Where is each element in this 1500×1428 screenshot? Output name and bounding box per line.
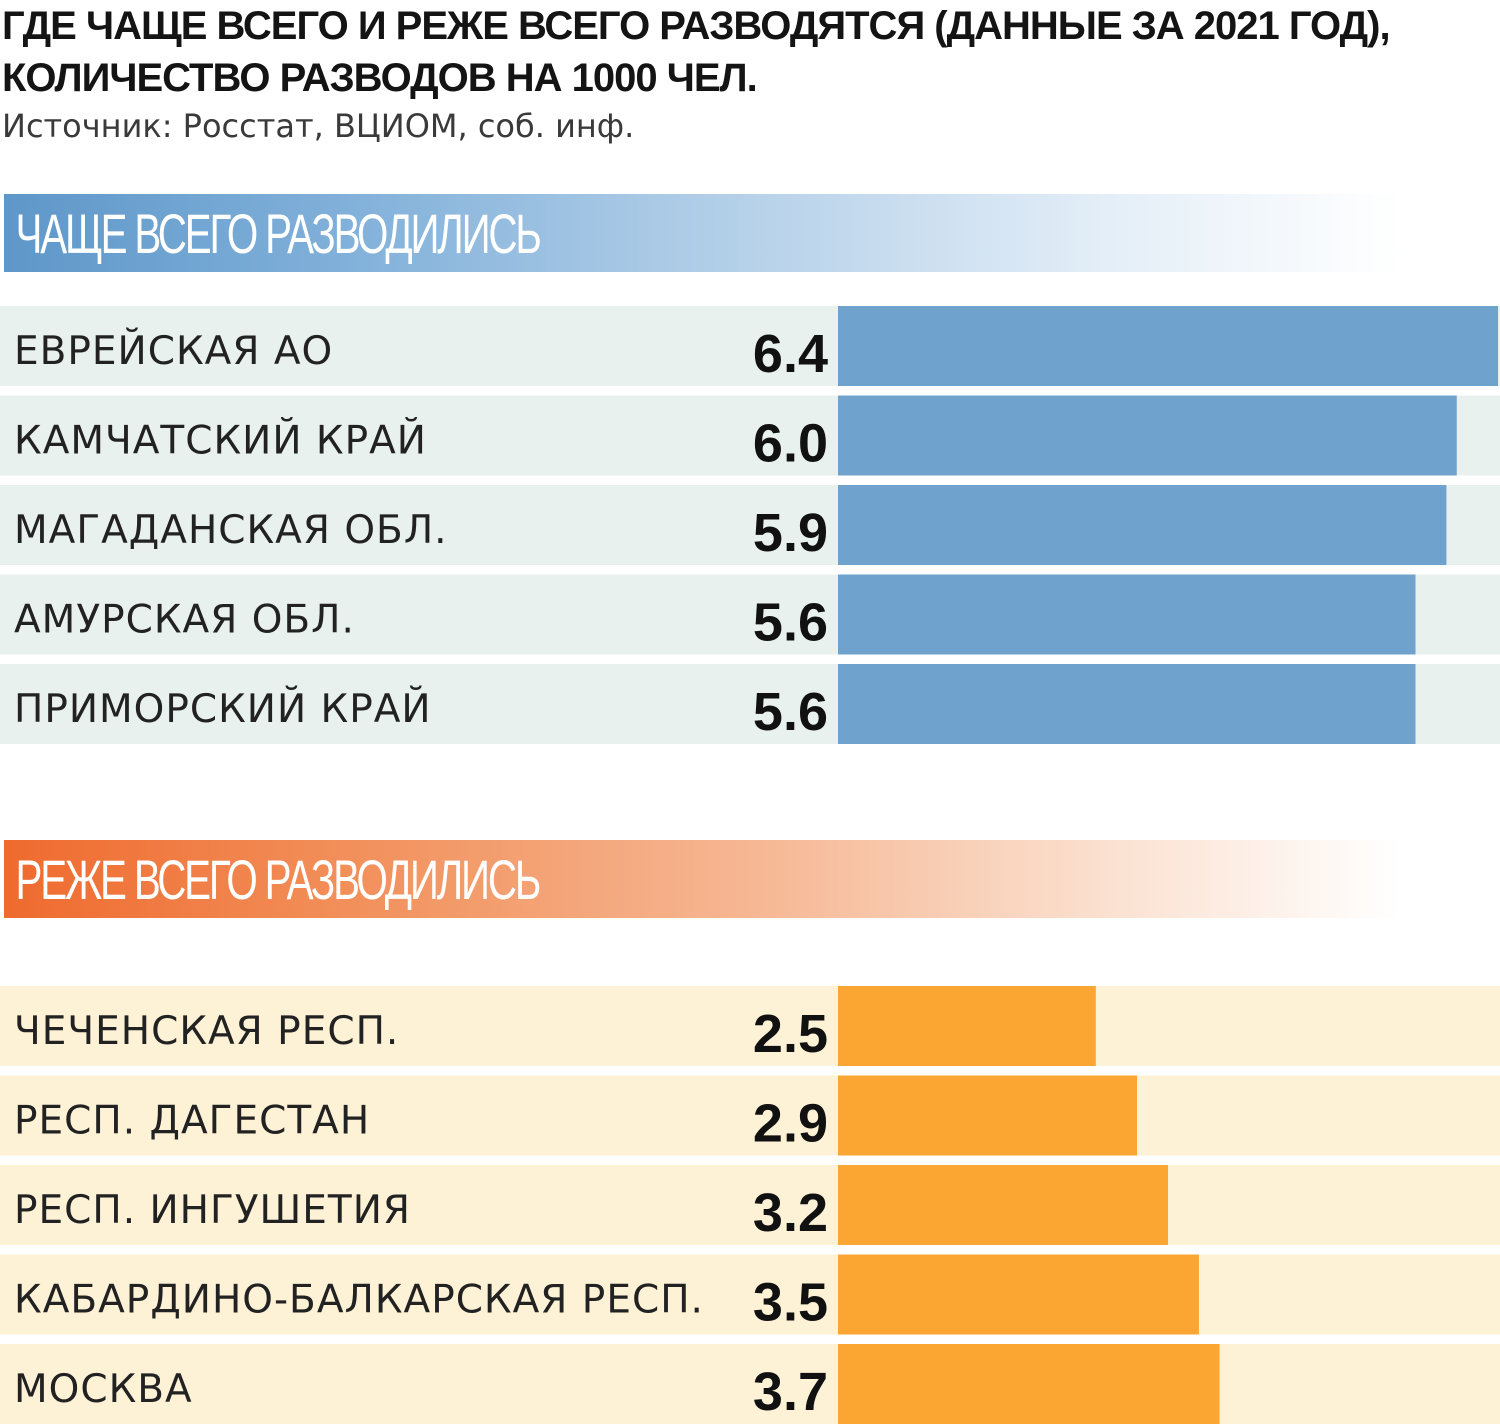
- category-label: АМУРСКАЯ ОБЛ.: [14, 598, 355, 643]
- value-label: 6.4: [753, 324, 828, 384]
- bar-most-1: [838, 306, 1498, 386]
- value-label: 5.6: [753, 593, 828, 653]
- bar-most-5: [838, 664, 1416, 744]
- section-header-least: РЕЖЕ ВСЕГО РАЗВОДИЛИСЬ: [4, 840, 1400, 918]
- bar-most-4: [838, 574, 1416, 655]
- bar-least-2: [838, 1075, 1138, 1156]
- value-label: 3.7: [753, 1362, 828, 1422]
- bar-least-4: [838, 1254, 1199, 1335]
- section-header-most: ЧАЩЕ ВСЕГО РАЗВОДИЛИСЬ: [4, 194, 1400, 272]
- section-title-most: ЧАЩЕ ВСЕГО РАЗВОДИЛИСЬ: [15, 201, 542, 265]
- chart-title-line-2: КОЛИЧЕСТВО РАЗВОДОВ НА 1000 ЧЕЛ.: [2, 56, 758, 100]
- row-background: [0, 1075, 1500, 1156]
- chart-title-line-1: ГДЕ ЧАЩЕ ВСЕГО И РЕЖЕ ВСЕГО РАЗВОДЯТСЯ (…: [2, 4, 1391, 48]
- value-label: 3.2: [753, 1183, 828, 1243]
- value-label: 2.5: [753, 1004, 828, 1064]
- row-background: [0, 1254, 1500, 1335]
- bar-most-3: [838, 485, 1447, 565]
- category-label: ПРИМОРСКИЙ КРАЙ: [14, 685, 432, 732]
- value-label: 5.6: [753, 682, 828, 742]
- row-background: [0, 1344, 1500, 1424]
- bar-least-3: [838, 1165, 1168, 1245]
- row-background: [0, 1165, 1500, 1245]
- bar-least-1: [838, 986, 1096, 1066]
- category-label: ЧЕЧЕНСКАЯ РЕСП.: [14, 1009, 399, 1054]
- bar-least-5: [838, 1344, 1220, 1424]
- category-label: КАБАРДИНО-БАЛКАРСКАЯ РЕСП.: [14, 1278, 704, 1323]
- value-label: 6.0: [753, 414, 828, 474]
- category-label: МОСКВА: [14, 1367, 193, 1412]
- value-label: 3.5: [753, 1273, 828, 1333]
- chart-least: ЧЕЧЕНСКАЯ РЕСП. 2.5 РЕСП. ДАГЕСТАН 2.9 РЕСП.…: [0, 986, 1500, 1424]
- row-background: [0, 986, 1500, 1066]
- category-label: РЕСП. ДАГЕСТАН: [14, 1099, 370, 1144]
- chart-title: ГДЕ ЧАЩЕ ВСЕГО И РЕЖЕ ВСЕГО РАЗВОДЯТСЯ (…: [2, 0, 1498, 104]
- category-label: КАМЧАТСКИЙ КРАЙ: [14, 417, 427, 464]
- category-label: ЕВРЕЙСКАЯ АО: [14, 327, 333, 374]
- value-label: 2.9: [753, 1094, 828, 1154]
- category-label: РЕСП. ИНГУШЕТИЯ: [14, 1188, 411, 1233]
- source-note: Источник: Росстат, ВЦИОМ, соб. инф.: [2, 107, 635, 145]
- chart-most: ЕВРЕЙСКАЯ АО 6.4 КАМЧАТСКИЙ КРАЙ 6.0 МАГАДАН…: [0, 306, 1500, 744]
- section-title-least: РЕЖЕ ВСЕГО РАЗВОДИЛИСЬ: [15, 847, 542, 911]
- value-label: 5.9: [753, 503, 828, 563]
- category-label: МАГАДАНСКАЯ ОБЛ.: [14, 508, 448, 553]
- bar-most-2: [838, 395, 1457, 476]
